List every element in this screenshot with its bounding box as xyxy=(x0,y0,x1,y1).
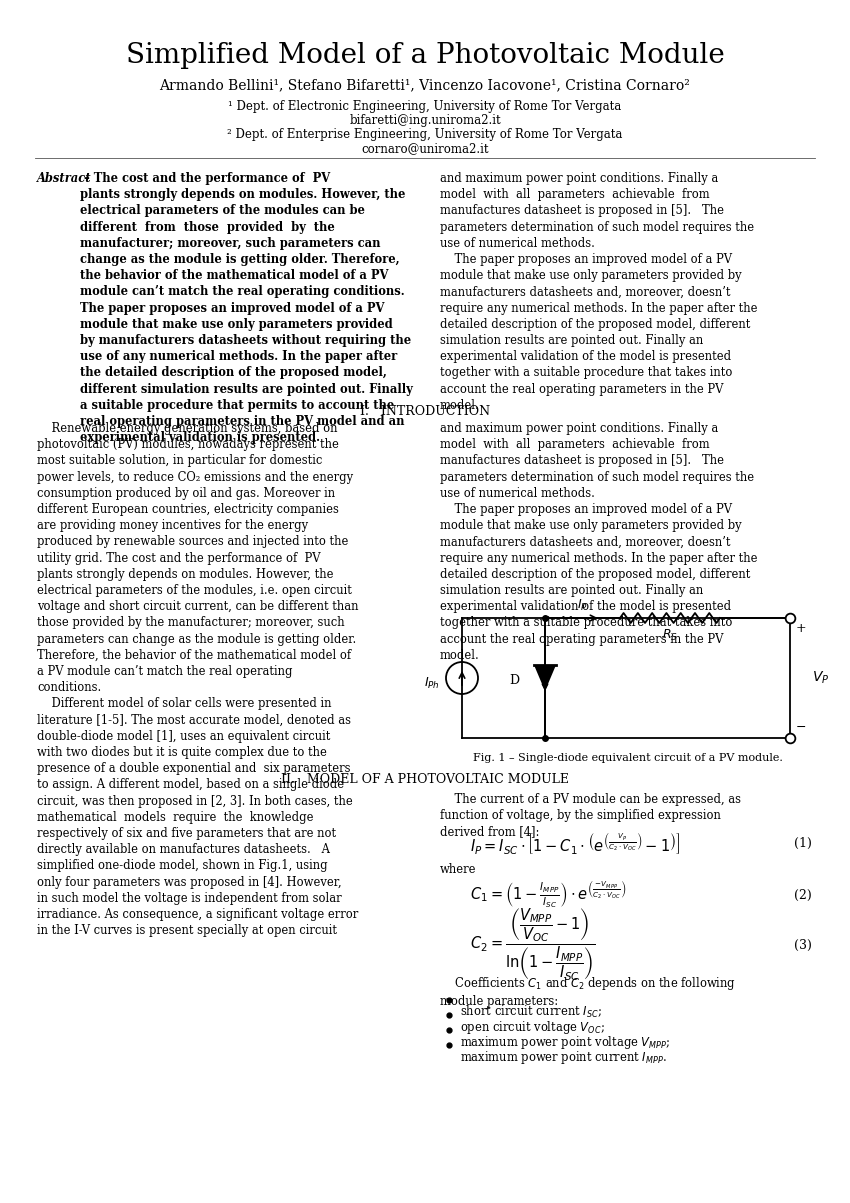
Text: Coefficients $C_1$ and $C_2$ depends on the following
module parameters:: Coefficients $C_1$ and $C_2$ depends on … xyxy=(440,974,736,1008)
Text: −: − xyxy=(796,721,807,734)
Text: bifaretti@ing.uniroma2.it: bifaretti@ing.uniroma2.it xyxy=(349,114,501,128)
Text: $C_2 = \dfrac{\left(\dfrac{V_{MPP}}{V_{OC}}-1\right)}{\ln\!\left(1-\dfrac{I_{MPP: $C_2 = \dfrac{\left(\dfrac{V_{MPP}}{V_{O… xyxy=(470,907,596,983)
Text: Fig. 1 – Single-diode equivalent circuit of a PV module.: Fig. 1 – Single-diode equivalent circuit… xyxy=(473,753,783,763)
Text: (3): (3) xyxy=(794,938,812,952)
Text: Armando Bellini¹, Stefano Bifaretti¹, Vincenzo Iacovone¹, Cristina Cornaro²: Armando Bellini¹, Stefano Bifaretti¹, Vi… xyxy=(160,78,690,91)
Text: – The cost and the performance of  PV
plants strongly depends on modules. Howeve: – The cost and the performance of PV pla… xyxy=(80,172,413,444)
Text: ² Dept. of Enterprise Engineering, University of Rome Tor Vergata: ² Dept. of Enterprise Engineering, Unive… xyxy=(227,128,623,141)
Text: $I_{Ph}$: $I_{Ph}$ xyxy=(424,675,440,691)
Text: $V_P$: $V_P$ xyxy=(812,670,830,686)
Text: where: where xyxy=(440,863,477,876)
Text: and maximum power point conditions. Finally a
model  with  all  parameters  achi: and maximum power point conditions. Fina… xyxy=(440,422,757,662)
Text: D: D xyxy=(509,675,519,687)
Text: cornaro@uniroma2.it: cornaro@uniroma2.it xyxy=(361,142,489,155)
Text: $R_S$: $R_S$ xyxy=(662,628,678,644)
Text: II.   MODEL OF A PHOTOVOLTAIC MODULE: II. MODEL OF A PHOTOVOLTAIC MODULE xyxy=(281,774,569,786)
Text: and maximum power point conditions. Finally a
model  with  all  parameters  achi: and maximum power point conditions. Fina… xyxy=(440,172,757,411)
Text: $I_P = I_{SC} \cdot \left[1 - C_1 \cdot \left(e^{\left(\frac{V_P}{C_2 \cdot V_{O: $I_P = I_{SC} \cdot \left[1 - C_1 \cdot … xyxy=(470,830,681,855)
Text: ¹ Dept. of Electronic Engineering, University of Rome Tor Vergata: ¹ Dept. of Electronic Engineering, Unive… xyxy=(229,100,621,113)
Text: +: + xyxy=(796,622,807,635)
Text: The current of a PV module can be expressed, as
function of voltage, by the simp: The current of a PV module can be expres… xyxy=(440,793,741,838)
Text: maximum power point current $I_{MPP}$.: maximum power point current $I_{MPP}$. xyxy=(460,1049,667,1066)
Text: short circuit current $I_{SC}$;: short circuit current $I_{SC}$; xyxy=(460,1005,602,1020)
Text: $I_P$: $I_P$ xyxy=(577,598,588,614)
Text: Renewable energy generation systems, based on
photovoltaic (PV) modules, nowaday: Renewable energy generation systems, bas… xyxy=(37,422,359,937)
Text: open circuit voltage $V_{OC}$;: open circuit voltage $V_{OC}$; xyxy=(460,1019,605,1036)
Text: Simplified Model of a Photovoltaic Module: Simplified Model of a Photovoltaic Modul… xyxy=(126,42,724,69)
Text: maximum power point voltage $V_{MPP}$;: maximum power point voltage $V_{MPP}$; xyxy=(460,1035,671,1051)
Text: $C_1 = \left(1 - \frac{I_{MPP}}{I_{SC}}\right) \cdot e^{\left(\frac{-V_{MPP}}{C_: $C_1 = \left(1 - \frac{I_{MPP}}{I_{SC}}\… xyxy=(470,879,626,911)
Polygon shape xyxy=(534,665,556,691)
Text: Abstract: Abstract xyxy=(37,172,92,185)
Text: (1): (1) xyxy=(794,836,812,849)
Text: (2): (2) xyxy=(794,889,812,901)
Text: I.   INTRODUCTION: I. INTRODUCTION xyxy=(360,405,490,417)
